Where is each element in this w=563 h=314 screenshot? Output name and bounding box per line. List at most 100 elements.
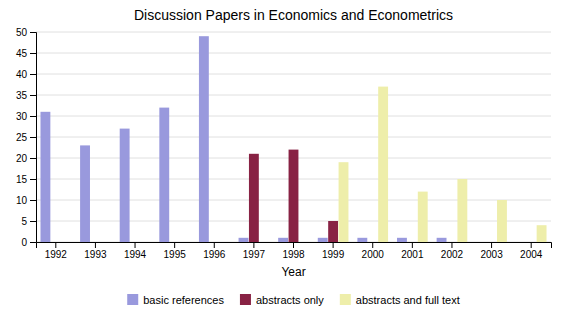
legend-label: basic references — [143, 294, 224, 306]
tick-label: 2001 — [401, 249, 424, 260]
tick: 10 — [16, 195, 36, 206]
bar — [51, 242, 61, 243]
grid — [36, 32, 551, 242]
bar — [130, 242, 140, 243]
tick-mark — [30, 116, 36, 117]
bar — [278, 238, 288, 242]
legend-item: basic references — [127, 294, 224, 306]
tick: 1999 — [322, 242, 345, 260]
bar — [378, 87, 388, 242]
bar — [457, 179, 467, 242]
tick-mark — [174, 242, 175, 248]
tick-label: 30 — [16, 111, 28, 122]
bar — [209, 242, 219, 243]
tick-mark — [30, 53, 36, 54]
bar — [249, 154, 259, 242]
tick-label: 2000 — [362, 249, 385, 260]
tick-mark — [30, 32, 36, 33]
tick-mark — [412, 242, 413, 248]
bar — [220, 242, 230, 243]
tick-mark — [30, 179, 36, 180]
tick-label: 35 — [16, 90, 28, 101]
legend: basic references abstracts only abstracts … — [127, 294, 460, 306]
tick: 20 — [16, 153, 36, 164]
tick-label: 1999 — [322, 249, 345, 260]
tick: 35 — [16, 90, 36, 101]
bar-series — [339, 87, 547, 242]
bar — [40, 112, 50, 242]
tick-mark — [253, 242, 254, 248]
bar — [259, 242, 269, 243]
plot-area: 1992 1993 1994 1995 1996 1997 1998 1999 2000 2001… — [16, 27, 552, 260]
tick-mark — [95, 242, 96, 248]
axis-title: Year — [281, 265, 305, 279]
grid-line — [36, 53, 551, 54]
tick: 1993 — [84, 242, 107, 260]
bar — [537, 225, 547, 242]
tick-mark — [30, 200, 36, 201]
tick-label: 1994 — [124, 249, 147, 260]
legend-swatch — [340, 294, 351, 305]
tick-label: 25 — [16, 132, 28, 143]
bar — [397, 238, 407, 242]
tick-label: 40 — [16, 69, 28, 80]
tick-mark — [451, 242, 452, 248]
tick: 50 — [16, 27, 36, 38]
bar-series — [249, 150, 338, 242]
bar — [339, 162, 349, 242]
bar — [447, 242, 457, 243]
tick: 2004 — [520, 242, 543, 260]
bar — [170, 242, 180, 243]
tick-label: 1997 — [243, 249, 266, 260]
tick-mark — [30, 137, 36, 138]
bar — [120, 129, 130, 242]
bar — [526, 242, 536, 243]
bar — [61, 242, 71, 243]
tick-mark — [531, 242, 532, 248]
bar — [407, 242, 417, 243]
legend-swatch — [127, 294, 138, 305]
grid-line — [36, 137, 551, 138]
tick-mark — [333, 242, 334, 248]
tick: 15 — [16, 174, 36, 185]
tick-mark — [372, 242, 373, 248]
tick: 1992 — [45, 242, 68, 260]
tick-mark — [30, 74, 36, 75]
bar — [476, 242, 486, 243]
title: Discussion Papers in Economics and Econo… — [134, 7, 453, 23]
y-axis: 05101520253035404550 — [16, 27, 37, 248]
tick-label: 20 — [16, 153, 28, 164]
bar — [239, 238, 249, 242]
tick-label: 2004 — [520, 249, 543, 260]
bar — [159, 108, 169, 242]
tick-label: 15 — [16, 174, 28, 185]
grid-line — [36, 74, 551, 75]
tick-label: 1995 — [164, 249, 187, 260]
bar — [199, 36, 209, 242]
grid-line — [36, 95, 551, 96]
tick-label: 1996 — [203, 249, 226, 260]
tick: 2000 — [362, 242, 385, 260]
tick: 1995 — [164, 242, 187, 260]
bar — [368, 242, 378, 243]
legend-label: abstracts only — [256, 294, 324, 306]
bar — [299, 242, 309, 243]
bar — [80, 145, 90, 242]
bar — [357, 238, 367, 242]
legend-item: abstracts and full text — [340, 294, 460, 306]
tick: 1998 — [282, 242, 305, 260]
tick: 1997 — [243, 242, 266, 260]
tick: 40 — [16, 69, 36, 80]
bar — [180, 242, 190, 243]
tick-mark — [293, 242, 294, 248]
tick: 25 — [16, 132, 36, 143]
bar-series — [40, 36, 446, 242]
tick: 2003 — [480, 242, 503, 260]
tick-mark — [491, 242, 492, 248]
tick-mark — [30, 95, 36, 96]
legend-label: abstracts and full text — [356, 294, 460, 306]
tick-label: 1998 — [282, 249, 305, 260]
x-axis: 1992 1993 1994 1995 1996 1997 1998 1999 2000 2001… — [37, 242, 552, 260]
bar — [101, 242, 111, 243]
legend-item: abstracts only — [240, 294, 324, 306]
